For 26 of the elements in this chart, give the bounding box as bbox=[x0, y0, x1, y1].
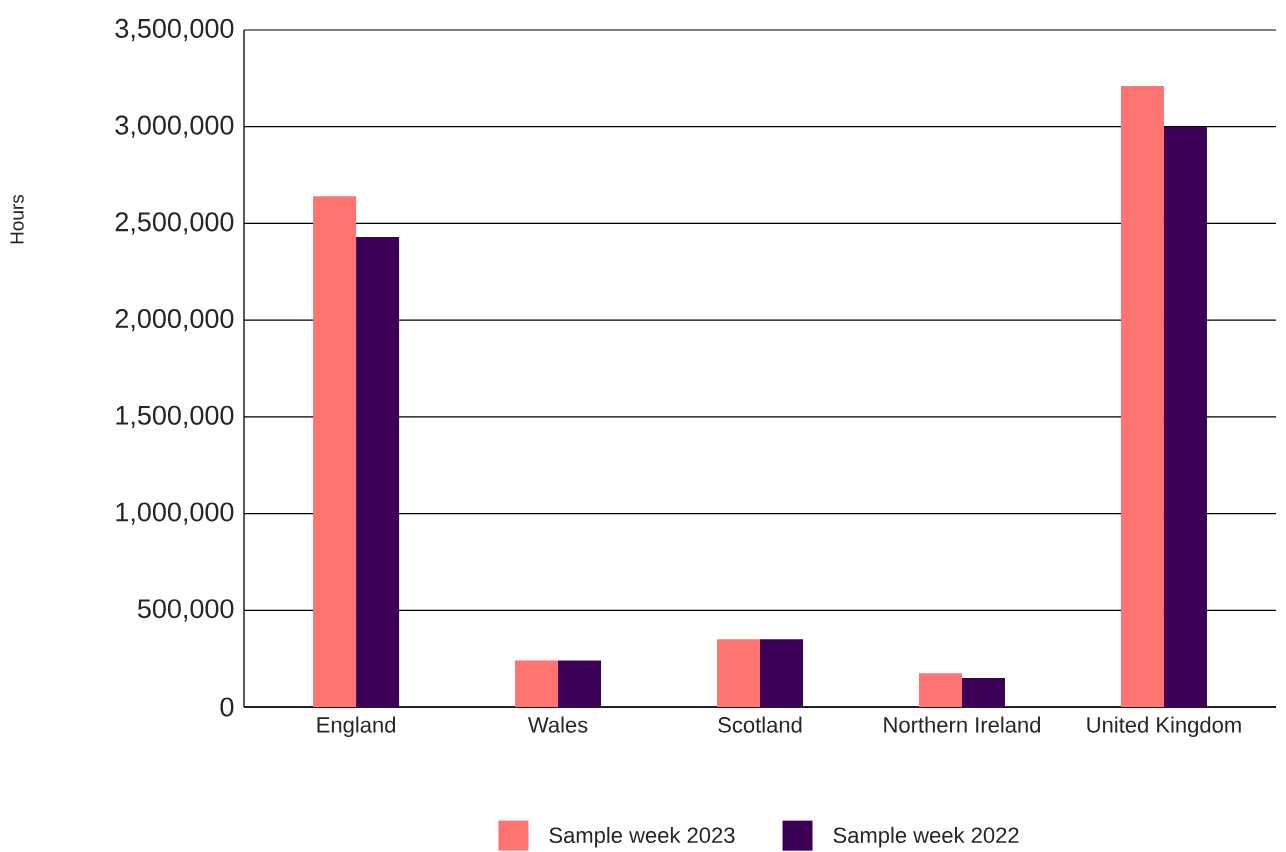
x-tick-label: Northern Ireland bbox=[884, 716, 1041, 733]
bar bbox=[717, 639, 761, 707]
y-tick-label: 2,500,000 bbox=[115, 212, 234, 235]
legend-label: Sample week 2022 bbox=[833, 826, 1019, 848]
bar bbox=[918, 673, 962, 707]
y-tick-label: 1,000,000 bbox=[116, 502, 234, 525]
bar bbox=[313, 196, 357, 707]
bar bbox=[356, 236, 400, 707]
bar bbox=[760, 639, 804, 707]
bar bbox=[1163, 126, 1207, 707]
bar bbox=[961, 677, 1005, 707]
x-tick-label: Scotland bbox=[718, 716, 802, 733]
x-tick-label: England bbox=[317, 716, 396, 738]
bar bbox=[558, 660, 602, 707]
y-tick-label: 2,000,000 bbox=[115, 308, 234, 332]
bar bbox=[515, 660, 559, 707]
y-tick-label: 3,000,000 bbox=[115, 115, 234, 138]
y-tick-label: 3,500,000 bbox=[115, 18, 234, 42]
y-tick-label: 0 bbox=[220, 697, 234, 717]
bar bbox=[1120, 86, 1164, 707]
y-tick-label: 500,000 bbox=[137, 599, 234, 622]
x-tick-label: United Kingdom bbox=[1087, 716, 1241, 738]
legend-label: Sample week 2023 bbox=[549, 826, 735, 848]
y-tick-label: 1,500,000 bbox=[116, 405, 234, 429]
y-axis-title: Hours bbox=[10, 194, 24, 244]
x-tick-label: Wales bbox=[528, 716, 588, 733]
